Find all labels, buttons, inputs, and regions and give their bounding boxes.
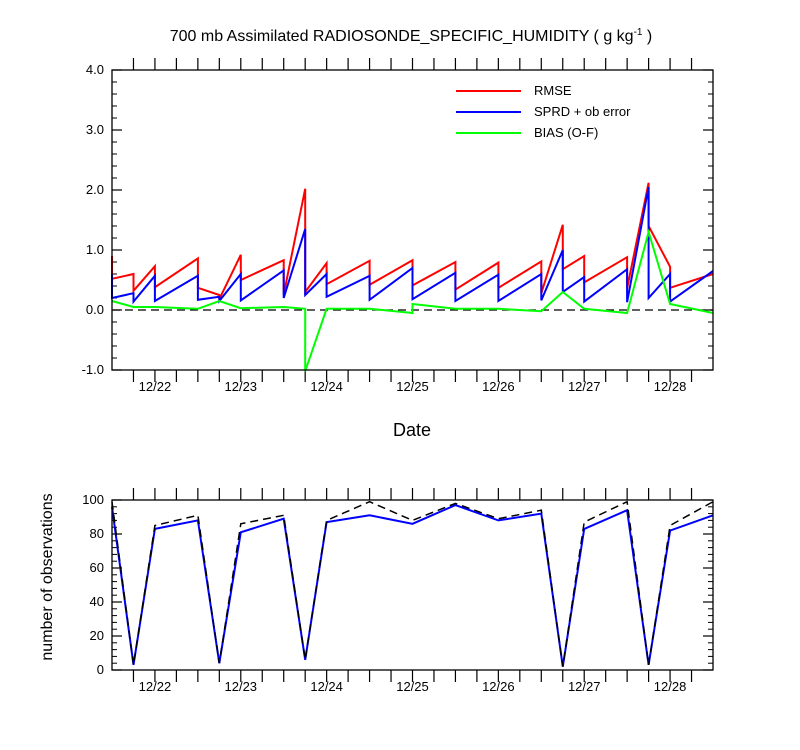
bottom-y-tick-label: 100: [82, 492, 104, 507]
legend-label-rmse: RMSE: [534, 83, 572, 98]
legend-label-bias: BIAS (O-F): [534, 125, 598, 140]
top-series-group: [111, 182, 714, 372]
bottom-y-tick-label: 0: [97, 662, 104, 677]
top-x-tick-label: 12/28: [654, 379, 687, 394]
top-y-tick-label: -1.0: [82, 362, 104, 377]
top-x-tick-label: 12/25: [396, 379, 429, 394]
bottom-x-tick-label: 12/26: [482, 679, 515, 694]
x-axis-title: Date: [393, 420, 431, 440]
top-y-tick-label: 3.0: [86, 122, 104, 137]
top-y-tick-label: 2.0: [86, 182, 104, 197]
bottom-chart: 0 20 40 60 80 100 12/22 12/23 12/24 12/25 12/26 12/…: [39, 488, 714, 694]
bottom-y-tick-label: 60: [90, 560, 104, 575]
legend-label-sprd: SPRD + ob error: [534, 104, 631, 119]
top-x-tick-label: 12/27: [568, 379, 601, 394]
bottom-x-tick-label: 12/22: [139, 679, 172, 694]
bottom-y-tick-label: 20: [90, 628, 104, 643]
top-series-line-bias-o-f: [111, 228, 714, 372]
top-chart: 700 mb Assimilated RADIOSONDE_SPECIFIC_H…: [82, 27, 714, 440]
bottom-series-group: [111, 500, 714, 667]
chart-title-main: 700 mb Assimilated RADIOSONDE_SPECIFIC_H…: [170, 28, 634, 45]
top-plot-frame: [111, 69, 714, 371]
bottom-series-line-assimilated: [111, 504, 714, 667]
top-axes: -1.0 0.0 1.0 2.0 3.0 4.0 12/22 12/23 12/24 12/25 1…: [82, 58, 713, 394]
bottom-axes: 0 20 40 60 80 100 12/22 12/23 12/24 12/25 12/26 12/…: [82, 488, 713, 694]
top-x-tick-label: 12/22: [139, 379, 172, 394]
chart-title-superscript: -1: [634, 27, 643, 38]
top-y-tick-label: 4.0: [86, 62, 104, 77]
bottom-y-tick-label: 80: [90, 526, 104, 541]
legend: RMSE SPRD + ob error BIAS (O-F): [456, 83, 631, 140]
bottom-x-tick-label: 12/28: [654, 679, 687, 694]
bottom-plot-frame: [111, 499, 714, 671]
bottom-x-tick-label: 12/27: [568, 679, 601, 694]
top-y-tick-label: 1.0: [86, 242, 104, 257]
top-x-tick-label: 12/24: [310, 379, 343, 394]
chart-title: 700 mb Assimilated RADIOSONDE_SPECIFIC_H…: [170, 27, 653, 45]
bottom-x-tick-label: 12/23: [225, 679, 258, 694]
bottom-x-tick-label: 12/24: [310, 679, 343, 694]
bottom-x-tick-label: 12/25: [396, 679, 429, 694]
top-x-tick-label: 12/23: [225, 379, 258, 394]
top-series-line-sprd-ob-error: [111, 186, 714, 305]
top-x-tick-label: 12/26: [482, 379, 515, 394]
top-y-tick-label: 0.0: [86, 302, 104, 317]
y-axis-title-observations: number of observations: [39, 493, 56, 660]
bottom-y-tick-label: 40: [90, 594, 104, 609]
chart-title-end: ): [642, 28, 652, 45]
bottom-series-line-total: [111, 500, 714, 667]
